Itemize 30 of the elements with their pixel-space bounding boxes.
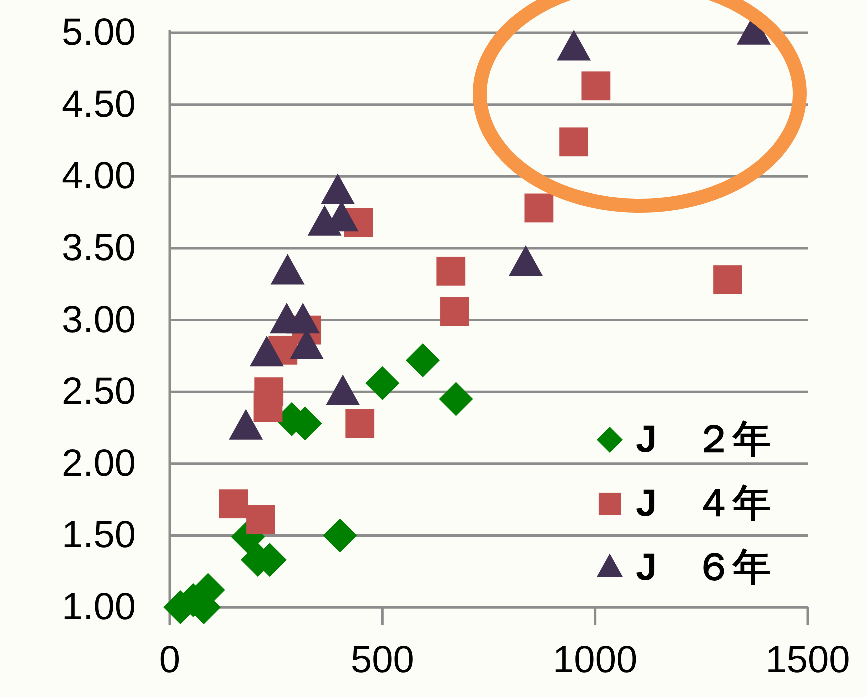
point [714, 266, 742, 294]
point [346, 409, 375, 438]
point [524, 194, 554, 223]
legend-label: J ４年 [636, 483, 772, 525]
point [439, 382, 474, 416]
point [246, 505, 276, 534]
legend-label: J ６年 [636, 547, 772, 589]
legend-label: J ２年 [636, 419, 772, 461]
y-tick-label: 2.50 [62, 371, 136, 414]
point [406, 343, 440, 378]
x-tick-label: 1500 [766, 640, 850, 682]
point [254, 393, 283, 422]
y-tick-label: 3.50 [62, 227, 136, 270]
y-tick-label: 4.50 [62, 84, 136, 126]
point [560, 128, 589, 157]
point [366, 366, 400, 400]
point [323, 518, 358, 553]
point [436, 256, 466, 286]
y-tick-label: 5.00 [62, 12, 136, 54]
y-tick-label: 1.00 [62, 586, 136, 628]
x-tick-label: 500 [350, 640, 414, 682]
point [582, 72, 611, 101]
x-tick-label: 1000 [553, 640, 638, 682]
y-tick-label: 2.00 [62, 442, 136, 485]
point [219, 490, 248, 519]
point [440, 297, 470, 326]
y-tick-label: 4.00 [62, 156, 136, 198]
y-tick-label: 1.50 [62, 514, 136, 557]
y-tick-label: 3.00 [62, 299, 136, 342]
x-tick-label: 0 [159, 640, 181, 682]
